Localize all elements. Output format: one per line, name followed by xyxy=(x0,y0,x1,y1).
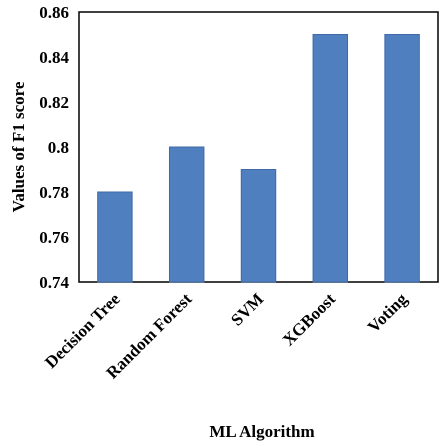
y-tick-label: 0.82 xyxy=(39,93,69,112)
y-tick-label: 0.86 xyxy=(39,3,69,22)
bar xyxy=(240,169,277,283)
bar xyxy=(384,34,420,283)
y-axis-title: Values of F1 score xyxy=(9,81,28,212)
y-tick-label: 0.84 xyxy=(39,48,69,67)
y-axis-ticks: 0.74 0.76 0.78 0.8 0.82 0.84 0.86 xyxy=(39,3,69,292)
y-tick-label: 0.8 xyxy=(48,138,69,157)
y-tick-label: 0.76 xyxy=(39,228,69,247)
x-category-label: XGBoost xyxy=(279,289,339,349)
x-category-label: SVM xyxy=(227,289,267,329)
bar xyxy=(312,34,349,283)
y-tick-label: 0.78 xyxy=(39,183,69,202)
bars xyxy=(97,34,420,283)
bar xyxy=(168,146,205,283)
x-category-label: Voting xyxy=(364,289,411,336)
y-tick-label: 0.74 xyxy=(39,273,69,292)
x-axis-title: ML Algorithm xyxy=(209,422,314,441)
bar xyxy=(97,191,133,283)
